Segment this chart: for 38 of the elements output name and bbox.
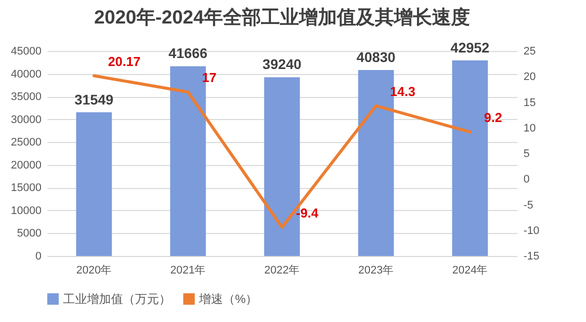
x-tick-label: 2024年 [452,264,488,276]
x-tick-label: 2021年 [170,264,206,276]
x-tick-label: 2020年 [76,264,112,276]
data-label: 9.2 [484,110,502,125]
y-tick-label: 25000 [10,136,42,149]
y2-tick-label: -15 [524,250,540,262]
chart-title: 2020年-2024年全部工业增加值及其增长速度 [94,6,470,28]
data-label: 17 [202,70,216,85]
y2-tick-label: 0 [524,174,530,186]
y-tick-label: 20000 [10,159,42,172]
y-tick-label: 5000 [17,228,42,240]
y2-tick-label: 5 [524,148,530,160]
y2-tick-label: 10 [524,122,536,134]
y-tick-label: 40000 [10,68,42,80]
y2-tick-label: 25 [524,46,536,58]
data-label: 42952 [450,39,490,56]
legend-label: 增速（%） [198,292,258,306]
data-label: 41666 [168,45,208,62]
data-label: 31549 [74,91,114,108]
y-tick-label: 15000 [10,182,42,194]
y-tick-label: 10000 [10,204,42,217]
data-label: 40830 [356,48,396,65]
y2-tick-label: 15 [524,96,536,109]
y2-tick-label: -10 [524,224,540,237]
y2-tick-label: -5 [524,199,534,212]
data-label: 14.3 [390,84,416,99]
bar [76,112,112,256]
data-label: 20.17 [108,54,141,69]
y2-tick-label: 20 [524,71,536,84]
y-tick-label: 30000 [10,114,42,126]
y-tick-label: 45000 [10,46,42,58]
data-label: 39240 [262,56,302,72]
data-label: -9.4 [296,205,320,220]
legend-label: 工业增加值（万元） [63,292,171,306]
x-tick-label: 2023年 [358,264,394,276]
x-tick-label: 2022年 [264,264,300,276]
y-tick-label: 35000 [10,91,42,104]
y-tick-label: 0 [35,250,42,262]
